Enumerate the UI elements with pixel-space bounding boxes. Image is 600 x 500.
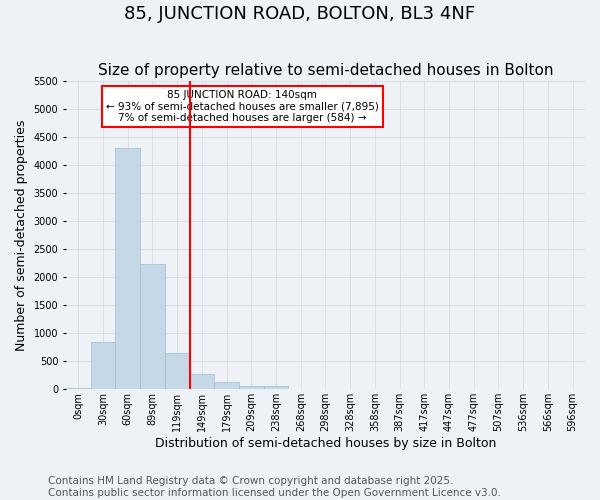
Bar bbox=[263, 386, 289, 390]
Bar bbox=[140, 264, 165, 390]
Text: 85 JUNCTION ROAD: 140sqm
← 93% of semi-detached houses are smaller (7,895)
7% of: 85 JUNCTION ROAD: 140sqm ← 93% of semi-d… bbox=[106, 90, 379, 123]
Bar bbox=[190, 374, 214, 390]
Title: Size of property relative to semi-detached houses in Bolton: Size of property relative to semi-detach… bbox=[98, 63, 553, 78]
Bar bbox=[115, 148, 140, 390]
Bar bbox=[66, 388, 91, 390]
Text: Contains HM Land Registry data © Crown copyright and database right 2025.
Contai: Contains HM Land Registry data © Crown c… bbox=[48, 476, 501, 498]
Bar bbox=[165, 353, 190, 390]
Bar bbox=[91, 342, 115, 390]
Bar bbox=[214, 382, 239, 390]
Bar bbox=[239, 386, 263, 390]
Y-axis label: Number of semi-detached properties: Number of semi-detached properties bbox=[15, 119, 28, 350]
Text: 85, JUNCTION ROAD, BOLTON, BL3 4NF: 85, JUNCTION ROAD, BOLTON, BL3 4NF bbox=[124, 5, 476, 23]
X-axis label: Distribution of semi-detached houses by size in Bolton: Distribution of semi-detached houses by … bbox=[155, 437, 496, 450]
